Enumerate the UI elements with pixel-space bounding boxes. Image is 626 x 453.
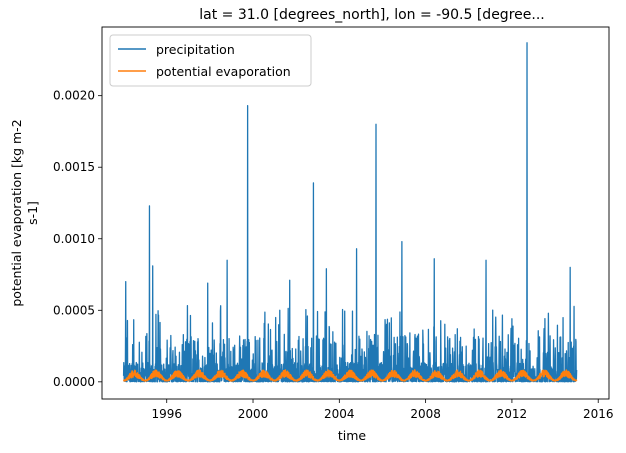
legend-precipitation-label: precipitation (156, 42, 235, 57)
y-axis-label-line1: potential evaporation [kg m-2 (9, 119, 24, 306)
plot-series (122, 42, 578, 383)
y-tick-label: 0.0010 (53, 232, 95, 246)
y-axis-label: potential evaporation [kg m-2 s-1] (9, 119, 40, 306)
x-axis-ticks: 1996 2000 2004 2008 2012 2016 (151, 399, 613, 421)
x-tick-label: 2012 (497, 407, 528, 421)
series-precipitation-line (122, 42, 578, 383)
y-tick-label: 0.0015 (53, 160, 95, 174)
legend-box (109, 34, 312, 87)
chart-title: lat = 31.0 [degrees_north], lon = -90.5 … (199, 7, 544, 23)
x-tick-label: 2008 (410, 407, 441, 421)
x-tick-label: 1996 (151, 407, 182, 421)
y-tick-label: 0.0000 (53, 375, 95, 389)
x-tick-label: 2016 (583, 407, 614, 421)
y-axis-ticks: 0.0000 0.0005 0.0010 0.0015 0.0020 (53, 89, 102, 389)
x-tick-label: 2004 (324, 407, 355, 421)
legend-potential-evaporation-label: potential evaporation (156, 64, 291, 79)
series-potential-evaporation-line (123, 369, 578, 382)
x-axis-label: time (338, 428, 367, 443)
y-tick-label: 0.0005 (53, 303, 95, 317)
legend: precipitation potential evaporation (109, 34, 312, 87)
y-tick-label: 0.0020 (53, 89, 95, 103)
plot-frame (101, 26, 610, 400)
x-tick-label: 2000 (238, 407, 269, 421)
y-axis-label-line2: s-1] (25, 201, 40, 225)
